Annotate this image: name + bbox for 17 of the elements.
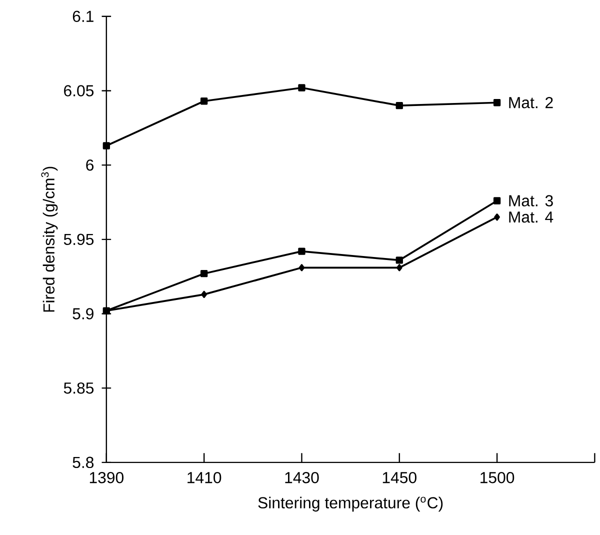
series-label: Mat. 2: [509, 97, 553, 108]
x-tick-label: 1390: [90, 472, 124, 484]
y-tick-label: 5.95: [64, 234, 94, 246]
y-tick-label: 6.05: [64, 85, 94, 96]
y-tick-label: 6.1: [72, 10, 94, 22]
x-tick-label: 1410: [188, 472, 222, 484]
series-label: Mat. 4: [509, 212, 554, 223]
x-tick-label: 1500: [480, 472, 514, 484]
x-tick-label: 1430: [285, 472, 319, 484]
x-axis-title: Sintering temperature ($^{o}$C): [258, 496, 443, 512]
y-tick-label: 5.8: [72, 456, 94, 468]
y-axis-title: Fired density (g/cm$^{3}$): [41, 166, 58, 312]
series-label: Mat. 3: [509, 195, 553, 206]
y-tick-label: 5.9: [72, 308, 94, 320]
y-tick-label: 5.85: [64, 382, 94, 394]
x-tick-label: 1450: [382, 472, 416, 484]
y-tick-label: 6: [86, 159, 94, 171]
